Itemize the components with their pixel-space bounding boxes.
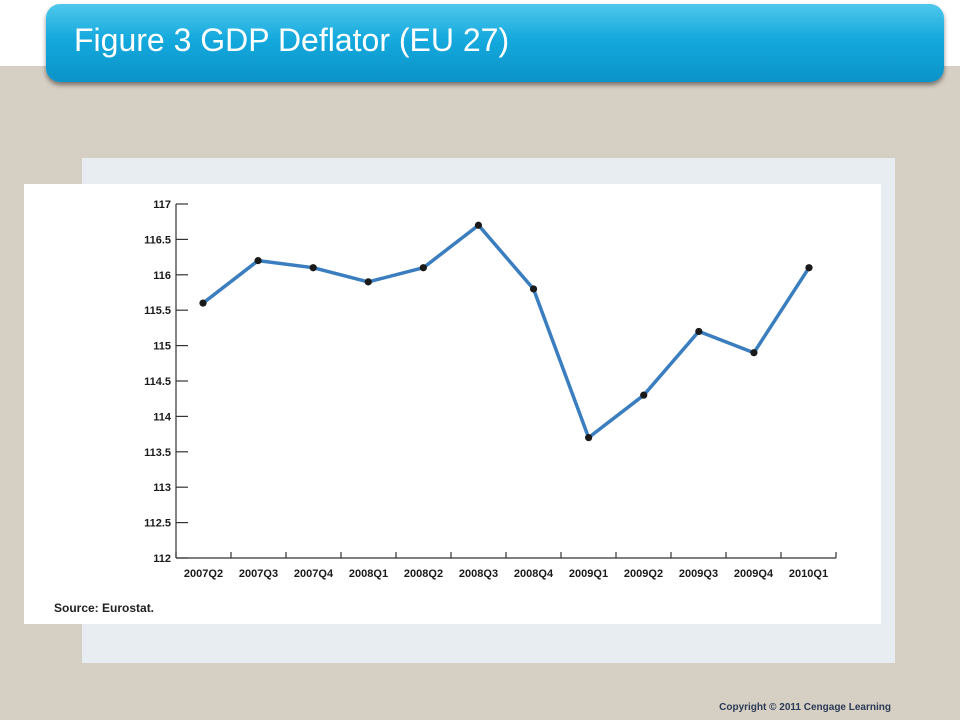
y-tick-label: 113.5 (144, 447, 171, 459)
x-tick-label: 2008Q3 (459, 568, 498, 580)
x-tick-label: 2009Q3 (679, 568, 718, 580)
y-tick-label: 113 (153, 482, 171, 494)
data-point (309, 264, 317, 272)
x-tick-label: 2007Q4 (294, 568, 334, 580)
data-point (199, 299, 207, 307)
series-lines (201, 223, 811, 440)
y-tick-label: 115 (153, 341, 171, 353)
y-tick-label: 112 (153, 553, 171, 565)
data-point (529, 285, 538, 293)
y-tick-label: 116.5 (144, 234, 171, 246)
data-point (695, 327, 703, 336)
data-point (585, 434, 593, 442)
y-tick-label: 117 (153, 199, 171, 211)
data-point (750, 349, 758, 357)
data-point (364, 278, 372, 286)
x-tick-label: 2009Q1 (569, 568, 608, 580)
x-axis-ticks: 2007Q2 2007Q3 2007Q4 2008Q1 2008Q2 2008Q3 2008… (175, 552, 837, 580)
chart-card: 112 112.5 113 113.5 114 114.5 115 115.5 116 116.5… (24, 184, 881, 624)
data-point (254, 257, 262, 265)
x-tick-label: 2007Q2 (184, 568, 223, 580)
copyright-text: Copyright © 2011 Cengage Learning (719, 702, 891, 713)
x-tick-label: 2008Q4 (514, 568, 554, 580)
line-chart: 112 112.5 113 113.5 114 114.5 115 115.5 116 116.5… (144, 199, 837, 580)
data-point (805, 264, 813, 272)
source-note: Source: Eurostat. (54, 601, 155, 615)
y-tick-label: 112.5 (144, 518, 171, 530)
x-tick-label: 2008Q2 (404, 568, 443, 580)
data-point (474, 221, 483, 229)
x-tick-label: 2010Q1 (789, 568, 828, 580)
y-tick-label: 116 (153, 270, 171, 282)
y-tick-label: 115.5 (144, 305, 171, 317)
data-point (419, 264, 427, 272)
x-tick-label: 2007Q3 (239, 568, 278, 580)
x-tick-label: 2009Q4 (734, 568, 774, 580)
x-tick-label: 2008Q1 (349, 568, 388, 580)
series-line (201, 223, 811, 440)
data-point (640, 391, 648, 399)
slide-title: Figure 3 GDP Deflator (EU 27) (74, 22, 510, 58)
x-tick-label: 2009Q2 (624, 568, 663, 580)
y-tick-label: 114 (153, 411, 172, 423)
y-tick-label: 114.5 (144, 376, 171, 388)
y-axis-ticks: 112 112.5 113 113.5 114 114.5 115 115.5 116 116.5… (144, 199, 188, 565)
title-banner: Figure 3 GDP Deflator (EU 27) (46, 4, 944, 82)
series-points (199, 221, 813, 442)
